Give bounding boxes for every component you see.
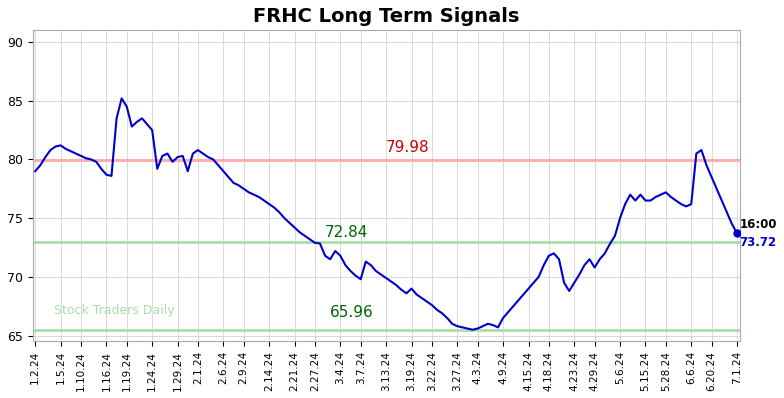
- Text: 72.84: 72.84: [325, 225, 368, 240]
- Text: Stock Traders Daily: Stock Traders Daily: [54, 304, 175, 316]
- Text: 79.98: 79.98: [386, 140, 430, 155]
- Text: 65.96: 65.96: [330, 304, 374, 320]
- Text: 73.72: 73.72: [739, 236, 777, 248]
- Title: FRHC Long Term Signals: FRHC Long Term Signals: [253, 7, 519, 26]
- Text: 16:00: 16:00: [739, 218, 777, 231]
